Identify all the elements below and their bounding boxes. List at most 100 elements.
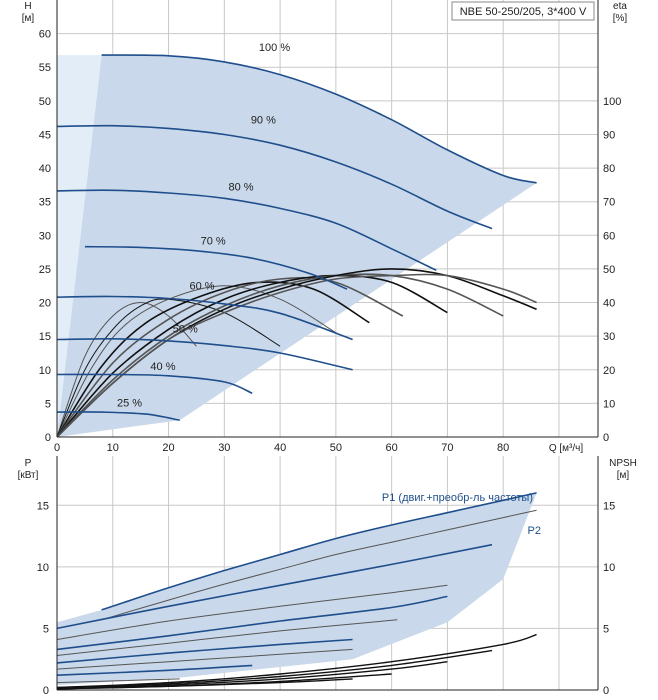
speed-label-40pct: 40 % [150, 361, 175, 373]
top-left-tick-label: 5 [45, 398, 51, 410]
top-left-tick-label: 30 [39, 230, 51, 242]
speed-label-60pct: 60 % [189, 280, 214, 292]
top-left-tick-label: 20 [39, 298, 51, 310]
speed-label-90pct: 90 % [251, 114, 276, 126]
efficiency-curve-6 [56, 274, 448, 438]
head-curve-70pct [84, 245, 348, 290]
speed-label-70pct: 70 % [201, 235, 226, 247]
title-box-frame [451, 1, 595, 21]
efficiency-curve-9 [56, 273, 537, 438]
top-left-axis-label: H [24, 1, 31, 12]
bottom-tick-labels: 0 5 10 15 0 5 10 15 [37, 500, 616, 697]
bottom-left-tick-label: 5 [43, 623, 49, 635]
top-left-tick-label: 35 [39, 197, 51, 209]
bottom-left-axis-label: P [25, 458, 32, 469]
speed-label-100pct: 100 % [259, 42, 290, 54]
top-right-tick-label: 0 [603, 432, 609, 444]
power-speed-curve-4 [56, 619, 398, 656]
bottom-right-tick-label: 15 [603, 500, 615, 512]
top-right-axis-unit: [%] [613, 13, 628, 24]
head-curve-80pct [56, 189, 437, 272]
bottom-axes [56, 456, 599, 691]
top-left-tick-label: 15 [39, 331, 51, 343]
top-head-curves [56, 54, 537, 421]
top-left-tick-label: 45 [39, 129, 51, 141]
head-curve-100pct [101, 54, 537, 184]
npsh-curve-1 [56, 633, 537, 689]
top-title-box: NBE 50-250/205, 3*400 V [451, 1, 595, 21]
top-right-axis-label: eta [613, 1, 627, 12]
top-x-tick-label: 80 [497, 442, 509, 454]
power-speed-curve-6 [56, 648, 353, 670]
top-left-tick-label: 10 [39, 365, 51, 377]
top-right-tick-label: 30 [603, 331, 615, 343]
power-speed-curve-7 [56, 664, 253, 676]
top-x-tick-label: 60 [386, 442, 398, 454]
top-x-tick-label: 40 [274, 442, 286, 454]
head-curve-40pct [56, 373, 253, 395]
top-right-tick-label: 100 [603, 96, 621, 108]
power-speed-curve-2 [56, 584, 448, 640]
top-left-tick-label: 0 [45, 432, 51, 444]
top-curve-labels: 100 % 90 % 80 % 70 % 60 % 50 % 40 % 25 % [117, 42, 290, 410]
top-left-tick-label: 50 [39, 96, 51, 108]
power-speed-curve-1 [56, 543, 493, 630]
top-tick-labels: 0 5 10 15 20 25 30 35 40 45 50 55 60 0 10 20 30 40 50 60 70 8… [39, 29, 622, 454]
head-curve-50pct [56, 337, 353, 371]
top-x-tick-label: 0 [54, 442, 60, 454]
p2-series-label: P2 [528, 525, 541, 537]
top-left-tick-label: 40 [39, 163, 51, 175]
bottom-left-tick-label: 15 [37, 500, 49, 512]
bottom-envelope [57, 492, 537, 686]
speed-label-80pct: 80 % [229, 182, 254, 194]
top-x-axis-label: Q [м³/ч] [549, 443, 584, 454]
top-x-tick-label: 10 [107, 442, 119, 454]
top-right-tick-label: 50 [603, 264, 615, 276]
top-x-tick-label: 20 [162, 442, 174, 454]
bottom-right-tick-label: 10 [603, 562, 615, 574]
top-left-tick-label: 55 [39, 62, 51, 74]
top-right-tick-label: 70 [603, 197, 615, 209]
p2-curve [101, 509, 537, 621]
head-curve-60pct [56, 295, 353, 341]
efficiency-curve-4 [56, 281, 370, 438]
bottom-power-curves [56, 492, 537, 684]
top-right-tick-label: 40 [603, 298, 615, 310]
top-right-tick-label: 60 [603, 230, 615, 242]
top-x-tick-label: 70 [441, 442, 453, 454]
efficiency-curve-5 [56, 276, 404, 438]
top-right-tick-label: 90 [603, 129, 615, 141]
top-x-tick-label: 50 [330, 442, 342, 454]
top-axes [56, 0, 599, 438]
power-envelope [57, 492, 537, 686]
bottom-left-tick-label: 10 [37, 562, 49, 574]
top-left-tick-label: 60 [39, 29, 51, 41]
bottom-right-tick-label: 0 [603, 685, 609, 697]
power-speed-curve-3 [56, 595, 448, 651]
npsh-curve-2 [56, 649, 493, 689]
top-right-tick-label: 80 [603, 163, 615, 175]
head-curve-90pct [56, 124, 493, 230]
p1-curve [101, 492, 537, 611]
bottom-right-tick-label: 5 [603, 623, 609, 635]
chart-title: NBE 50-250/205, 3*400 V [460, 6, 587, 18]
npsh-curve-5 [56, 678, 353, 690]
speed-label-50pct: 50 % [173, 323, 198, 335]
efficiency-curve-7 [56, 273, 504, 438]
power-speed-curve-5 [56, 638, 353, 664]
top-right-tick-label: 10 [603, 398, 615, 410]
min-flow-region [57, 55, 102, 437]
top-right-tick-label: 20 [603, 365, 615, 377]
bottom-left-axis-unit: [кВт] [18, 470, 39, 481]
top-left-tick-label: 25 [39, 264, 51, 276]
bottom-right-axis-unit: [м] [617, 470, 630, 481]
bottom-npsh-curves [56, 633, 537, 690]
top-left-axis-unit: [м] [22, 13, 35, 24]
p1-series-label: P1 (двиг.+преобр-ль частоты) [382, 492, 533, 504]
power-speed-curve-8 [56, 678, 180, 684]
top-x-tick-label: 30 [218, 442, 230, 454]
head-curve-25pct [56, 411, 180, 421]
bottom-left-tick-label: 0 [43, 685, 49, 697]
